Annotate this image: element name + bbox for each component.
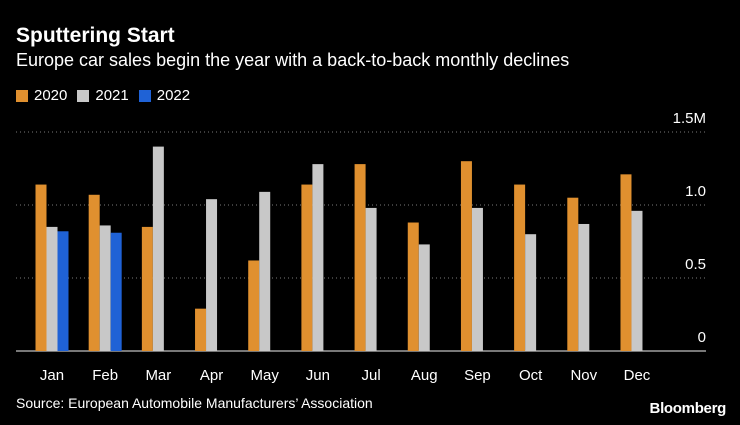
bar-layer — [35, 146, 643, 351]
bar-2020-nov — [567, 197, 579, 351]
bar-2020-dec — [620, 174, 632, 351]
y-tick-label: 0.5 — [685, 256, 706, 273]
x-tick-label-sep: Sep — [464, 367, 491, 384]
bar-2021-mar — [152, 146, 164, 351]
x-tick-label-may: May — [251, 367, 280, 384]
legend-swatch-2022 — [138, 89, 151, 102]
bar-2021-dec — [631, 210, 643, 351]
y-tick-label: 1.0 — [685, 183, 706, 200]
x-tick-label-feb: Feb — [92, 367, 118, 384]
chart-title: Sputtering Start — [16, 24, 175, 47]
bar-2020-jan — [35, 184, 47, 351]
bar-2021-jan — [46, 226, 58, 351]
x-tick-label-mar: Mar — [145, 367, 171, 384]
x-tick-label-jul: Jul — [361, 367, 380, 384]
bar-2021-jul — [365, 207, 377, 351]
x-tick-label-jan: Jan — [40, 367, 64, 384]
legend-label-2020: 2020 — [34, 87, 68, 104]
x-tick-label-apr: Apr — [200, 367, 223, 384]
bar-2020-mar — [141, 226, 153, 351]
legend-swatch-2021 — [77, 89, 90, 102]
bar-2020-aug — [407, 222, 419, 351]
legend: 2020 2021 2022 — [16, 87, 200, 104]
legend-item-2022: 2022 — [138, 87, 191, 104]
y-tick-label: 0 — [698, 329, 706, 346]
legend-item-2020: 2020 — [16, 87, 67, 104]
bar-2020-sep — [460, 161, 472, 351]
x-tick-label-dec: Dec — [624, 367, 651, 384]
source-note: Source: European Automobile Manufacturer… — [16, 395, 373, 411]
bar-2020-jun — [301, 184, 313, 351]
legend-label-2022: 2022 — [156, 87, 191, 104]
bar-2021-nov — [578, 223, 590, 351]
bar-2020-jul — [354, 164, 366, 351]
y-tick-label: 1.5M — [673, 110, 706, 127]
legend-label-2021: 2021 — [95, 87, 129, 104]
bar-2020-apr — [195, 308, 207, 351]
bar-2021-sep — [471, 207, 483, 351]
x-tick-label-oct: Oct — [519, 367, 543, 384]
bar-2022-feb — [110, 232, 122, 351]
legend-item-2021: 2021 — [77, 87, 129, 104]
bar-2021-apr — [206, 199, 218, 351]
x-tick-label-aug: Aug — [411, 367, 438, 384]
x-tick-label-jun: Jun — [306, 367, 330, 384]
bar-2020-feb — [88, 194, 100, 351]
chart-subtitle: Europe car sales begin the year with a b… — [16, 50, 570, 70]
bar-2020-may — [248, 260, 260, 351]
bar-2021-may — [259, 191, 271, 351]
bar-2020-oct — [514, 184, 526, 351]
bar-2021-feb — [99, 225, 111, 351]
bar-2021-jun — [312, 164, 324, 351]
bar-2021-aug — [418, 244, 430, 351]
x-tick-label-nov: Nov — [570, 367, 597, 384]
bar-2022-jan — [57, 231, 69, 351]
bar-2021-oct — [525, 234, 537, 351]
tick-layer: 0 0.5 1.0 1.5M Jan Feb Mar Apr May Jun Jul Aug Sep Oc… — [40, 110, 706, 384]
legend-swatch-2020 — [16, 89, 28, 102]
brand-logo: Bloomberg — [649, 400, 727, 417]
